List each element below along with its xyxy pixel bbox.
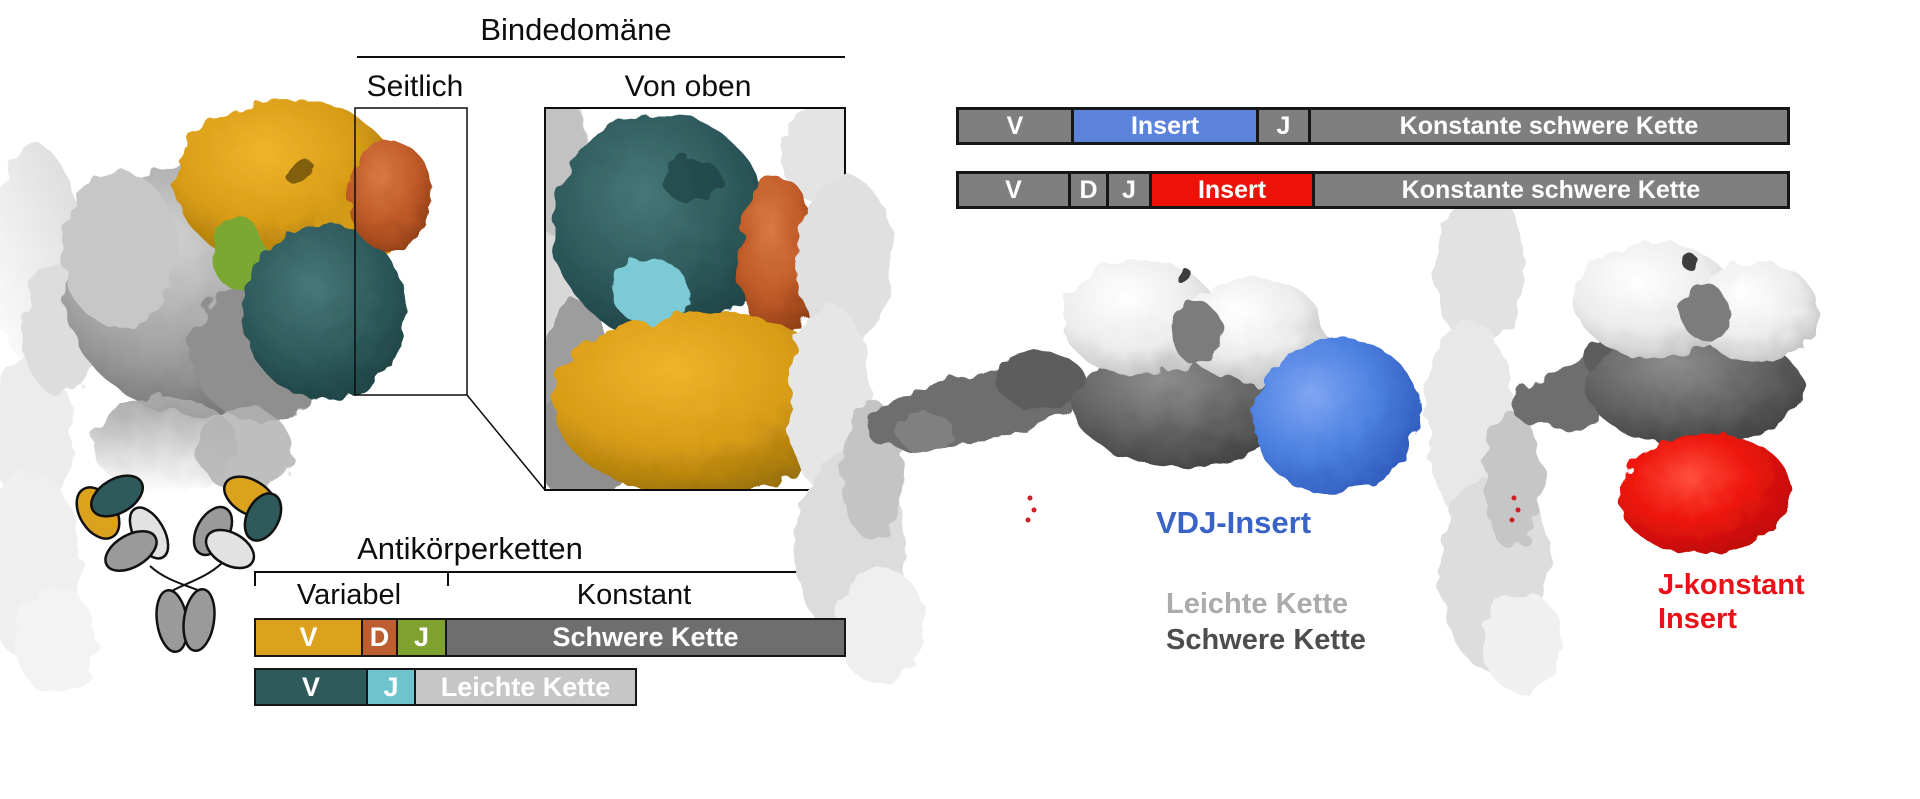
construct-bar-vdj-insert: V D J Insert Konstante schwere Kette [956,171,1790,209]
heavy-j-segment: J [398,618,447,657]
construct2-v-segment: V [956,171,1071,209]
antibody-chains-title: Antikörperketten [357,531,583,566]
heavy-d-segment: D [363,618,398,657]
heavy-constant-segment: Schwere Kette [447,618,846,657]
ligand-marks [1025,495,1037,523]
ligand-marks [1509,495,1521,523]
top-view-label: Von oben [624,70,752,103]
heavy-v-segment: V [254,618,363,657]
variable-region-label: Variabel [296,579,402,611]
construct1-constant-segment: Konstante schwere Kette [1311,107,1790,145]
protein-j-constant-insert-structure [1425,188,1819,692]
construct2-j-segment: J [1109,171,1152,209]
construct2-d-segment: D [1071,171,1109,209]
light-v-segment: V [254,668,368,706]
protein-complex-side-view [0,99,432,695]
j-constant-insert-line1: J-konstant [1658,569,1805,601]
j-constant-insert-line2: Insert [1658,603,1737,636]
side-view-zoom-box [354,107,468,396]
construct1-v-segment: V [956,107,1074,145]
construct2-constant-segment: Konstante schwere Kette [1315,171,1790,209]
construct1-j-segment: J [1259,107,1311,145]
hinge-line [171,562,223,592]
heavy-chain-label: Schwere Kette [1166,624,1366,656]
vdj-insert-label: VDJ-Insert [1156,505,1312,540]
construct2-insert-segment: Insert [1152,171,1315,209]
hinge-line [149,565,201,592]
j-constant-insert-label: J-konstant Insert [1658,568,1805,636]
binding-domain-title: Bindedomäne [480,12,672,47]
light-constant-segment: Leichte Kette [416,668,637,706]
zoom-connector-line [466,394,546,491]
light-j-segment: J [368,668,416,706]
light-chain-label: Leichte Kette [1166,588,1349,620]
light-chain-bar: V J Leichte Kette [254,668,637,706]
protein-vdj-insert-structure [788,175,1420,683]
protein-binding-domain-top-view [546,109,844,489]
heavy-chain-bar: V D J Schwere Kette [254,618,846,657]
construct1-insert-segment: Insert [1074,107,1259,145]
side-view-label: Seitlich [366,70,464,103]
antibody-schematic [75,474,283,654]
construct-bar-v-insert: V Insert J Konstante schwere Kette [956,107,1790,145]
constant-region-label: Konstant [576,579,692,611]
